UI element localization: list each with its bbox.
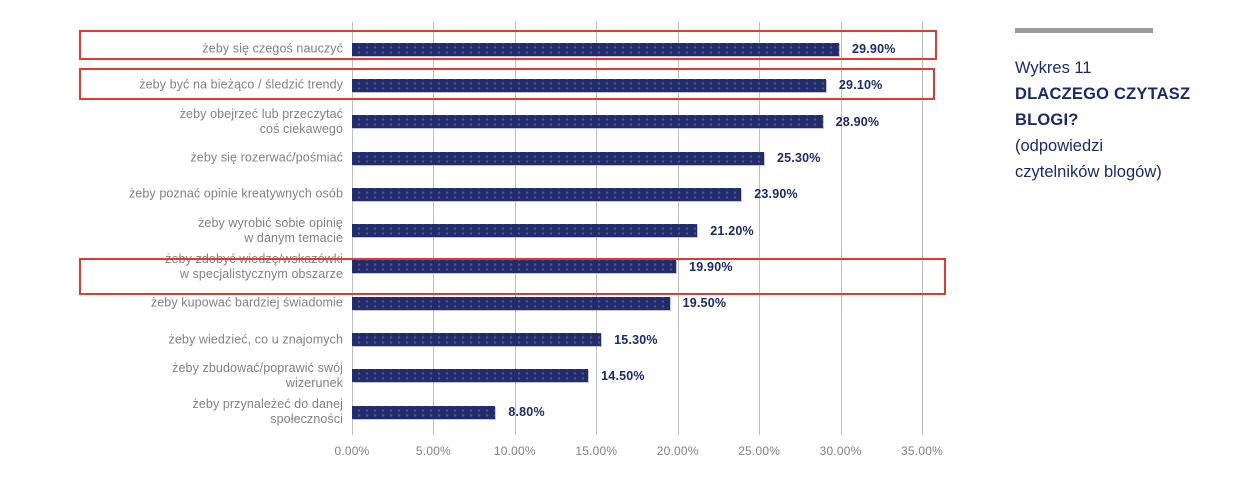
- bar: [352, 42, 839, 56]
- value-label: 15.30%: [614, 332, 658, 347]
- bar: [352, 78, 826, 92]
- category-label: żeby się rozerwać/pośmiać: [190, 150, 343, 165]
- bar: [352, 187, 742, 201]
- value-label: 23.90%: [754, 187, 798, 202]
- gridline: [922, 22, 923, 435]
- x-tick-label: 15.00%: [575, 444, 618, 458]
- value-label: 28.90%: [835, 114, 880, 129]
- category-label: żeby być na bieżąco / śledzić trendy: [139, 77, 343, 92]
- x-tick-label: 5.00%: [415, 444, 451, 458]
- category-label: żeby poznać opinie kreatywnych osób: [128, 186, 343, 201]
- category-label: żeby wyrobić sobie opinię w danym temaci…: [198, 215, 343, 245]
- chart-caption: Wykres 11 DLACZEGO CZYTASZ BLOGI? (odpow…: [1015, 28, 1200, 185]
- value-label: 25.30%: [777, 151, 821, 166]
- x-tick-label: 25.00%: [738, 444, 781, 458]
- value-label: 19.90%: [689, 259, 733, 274]
- category-label: żeby kupować bardziej świadomie: [150, 295, 343, 310]
- value-label: 21.20%: [710, 223, 754, 238]
- x-tick-label: 20.00%: [656, 444, 699, 458]
- highlight-box: [79, 68, 935, 100]
- value-label: 19.50%: [682, 296, 727, 311]
- category-label: żeby przynależeć do danej społeczności: [192, 397, 343, 427]
- category-label: żeby zbudować/poprawić swój wizerunek: [172, 360, 343, 390]
- bar: [352, 405, 496, 419]
- value-label: 29.90%: [851, 42, 896, 57]
- category-label: żeby obejrzeć lub przeczytać coś ciekawe…: [179, 106, 343, 136]
- bar: [352, 260, 677, 274]
- x-tick-label: 35.00%: [901, 444, 943, 458]
- bar: [352, 224, 698, 238]
- category-label: żeby wiedzieć, co u znajomych: [168, 332, 343, 347]
- bar: [352, 333, 602, 347]
- value-label: 14.50%: [601, 368, 645, 383]
- bar: [352, 115, 823, 129]
- gridline: [840, 22, 842, 435]
- caption-rule: [1015, 28, 1153, 33]
- caption-kicker: Wykres 11: [1015, 59, 1092, 77]
- value-label: 8.80%: [508, 405, 545, 420]
- category-label: żeby się czegoś nauczyć: [202, 41, 343, 56]
- x-tick-label: 30.00%: [819, 444, 862, 458]
- value-label: 29.10%: [838, 78, 883, 93]
- caption-title: DLACZEGO CZYTASZ BLOGI?: [1015, 85, 1191, 129]
- bar: [352, 369, 589, 383]
- bar: [352, 296, 670, 310]
- x-tick-label: 0.00%: [334, 444, 370, 458]
- highlight-box: [79, 258, 946, 295]
- highlight-box: [79, 30, 937, 60]
- gridline: [759, 22, 761, 435]
- x-tick-label: 10.00%: [493, 444, 536, 458]
- bar: [352, 151, 765, 165]
- caption-subtitle: (odpowiedzi czytelników blogów): [1015, 137, 1162, 181]
